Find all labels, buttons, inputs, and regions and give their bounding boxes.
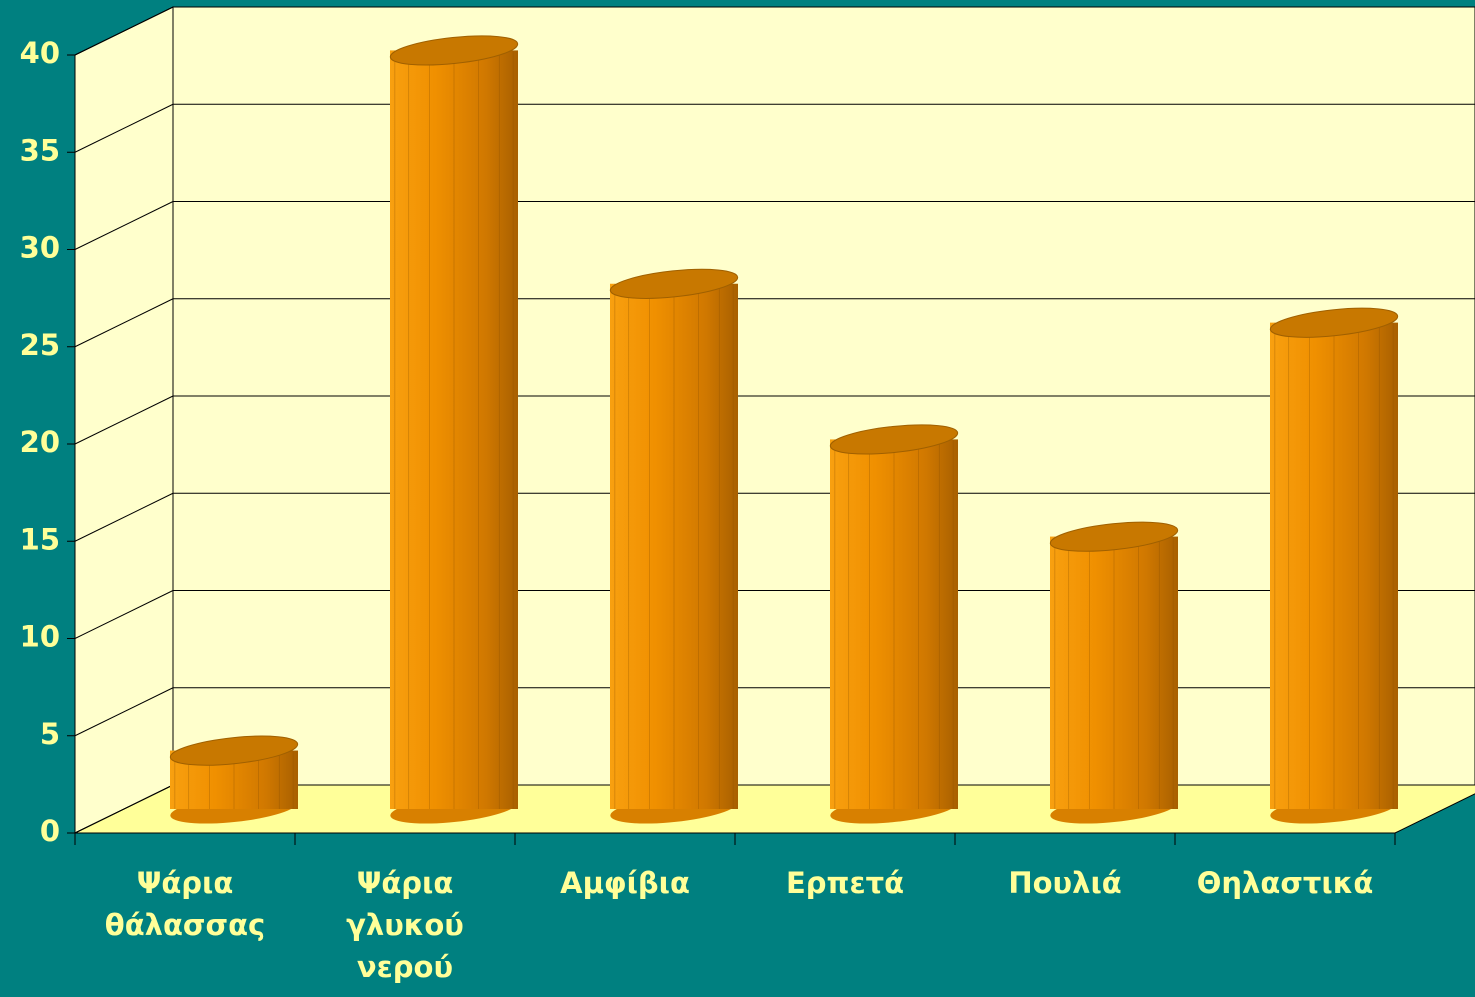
grid-line — [74, 687, 174, 737]
y-tick-label: 0 — [40, 814, 60, 848]
grid-line — [74, 492, 174, 542]
cylinder-top — [1049, 521, 1179, 552]
x-tick-label: Αμφίβια — [560, 866, 690, 900]
y-tick-label: 30 — [20, 231, 60, 265]
x-tick-label: Ψάρια γλυκού νερού — [346, 866, 464, 984]
bar — [609, 268, 739, 824]
bar — [1049, 521, 1179, 824]
grid-line — [74, 201, 174, 250]
grid-line — [74, 103, 174, 153]
cylinder-top — [389, 35, 519, 66]
cylinder-top — [829, 424, 959, 455]
bar — [389, 35, 519, 824]
y-tick-label: 25 — [20, 328, 60, 362]
y-tick-label: 15 — [20, 522, 60, 556]
x-tick-label: Ψάρια θάλασσας — [105, 866, 265, 942]
grid-line — [74, 784, 174, 834]
y-tick-label: 35 — [20, 133, 60, 167]
grid-line — [74, 298, 174, 348]
y-tick-label: 5 — [40, 717, 60, 751]
x-tick-label: Πουλιά — [1008, 866, 1121, 900]
grid-line — [74, 6, 174, 56]
bar — [1269, 307, 1399, 824]
bar — [169, 735, 299, 824]
cylinder-top — [609, 268, 739, 299]
x-tick-label: Ερπετά — [786, 866, 904, 900]
y-tick-label: 40 — [20, 36, 60, 70]
cylinder-top — [1269, 307, 1399, 338]
cylinder-top — [169, 735, 299, 766]
grid-line — [74, 395, 174, 445]
x-tick-label: Θηλαστικά — [1197, 866, 1374, 900]
y-tick-label: 20 — [20, 425, 60, 459]
bar — [829, 424, 959, 824]
grid-line — [74, 590, 174, 639]
y-tick-label: 10 — [20, 620, 60, 654]
